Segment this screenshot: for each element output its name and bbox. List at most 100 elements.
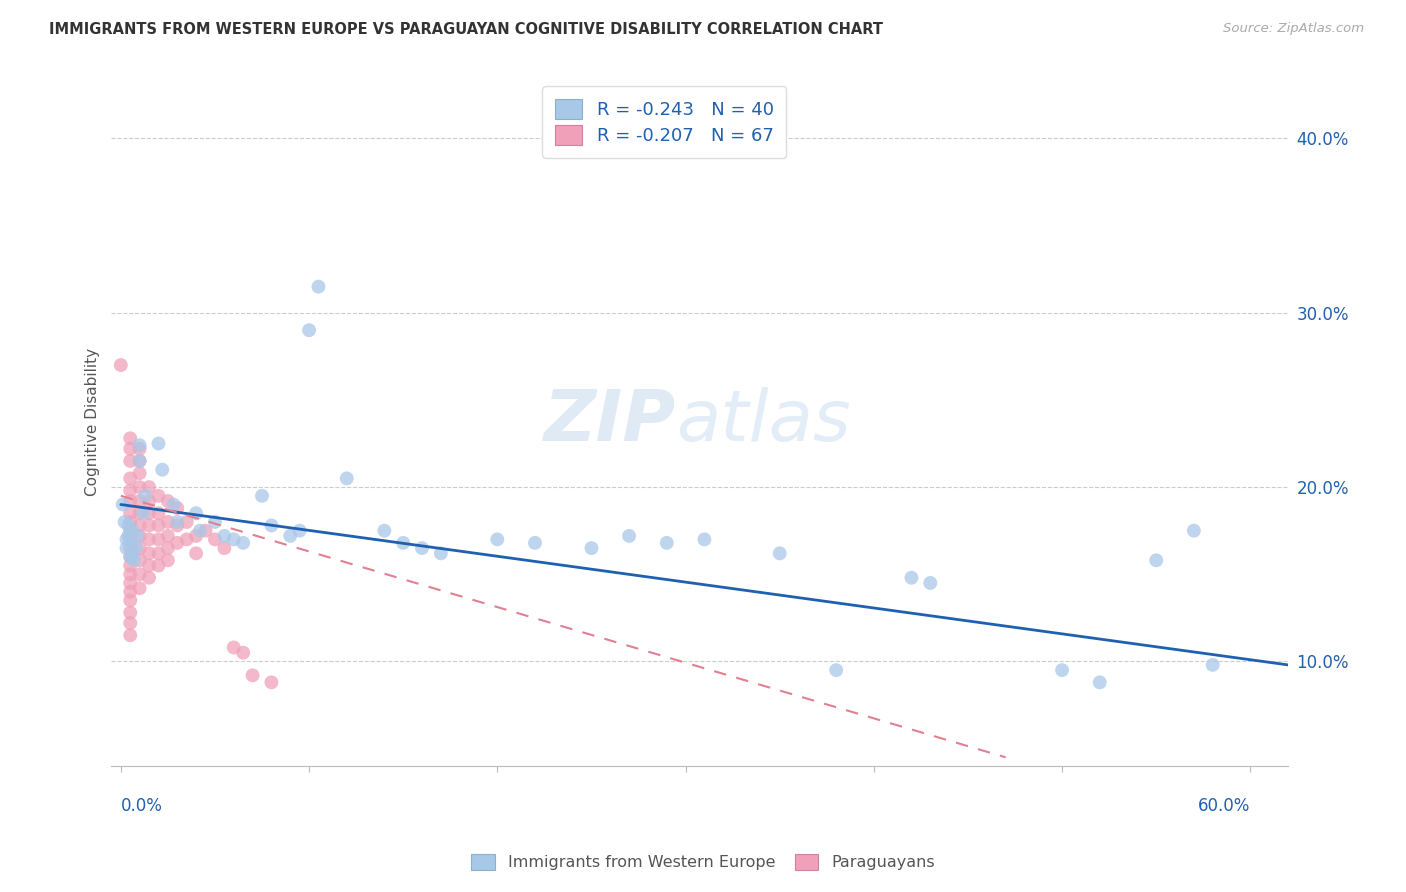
Point — [128, 541, 150, 555]
Point — [581, 541, 603, 555]
Point — [121, 524, 143, 538]
Point — [166, 501, 188, 516]
Point — [222, 533, 245, 547]
Point — [128, 454, 150, 468]
Point — [260, 675, 283, 690]
Point — [156, 541, 179, 555]
Point — [162, 498, 184, 512]
Point — [120, 515, 142, 529]
Point — [120, 506, 142, 520]
Text: ZIP: ZIP — [544, 387, 676, 456]
Point — [120, 576, 142, 591]
Point — [288, 524, 311, 538]
Text: 60.0%: 60.0% — [1198, 797, 1250, 814]
Point — [128, 567, 150, 582]
Point — [655, 536, 678, 550]
Legend: R = -0.243   N = 40, R = -0.207   N = 67: R = -0.243 N = 40, R = -0.207 N = 67 — [543, 87, 786, 158]
Point — [298, 323, 321, 337]
Point — [128, 506, 150, 520]
Point — [138, 558, 160, 573]
Point — [120, 536, 142, 550]
Point — [138, 546, 160, 560]
Point — [120, 549, 142, 564]
Point — [148, 436, 170, 450]
Point — [184, 506, 207, 520]
Point — [176, 533, 198, 547]
Point — [120, 454, 142, 468]
Point — [900, 571, 922, 585]
Y-axis label: Cognitive Disability: Cognitive Disability — [86, 348, 100, 496]
Point — [138, 506, 160, 520]
Point — [156, 515, 179, 529]
Point — [1202, 657, 1225, 672]
Point — [156, 494, 179, 508]
Point — [336, 471, 359, 485]
Point — [392, 536, 415, 550]
Point — [120, 442, 142, 456]
Point — [486, 533, 509, 547]
Point — [122, 553, 145, 567]
Point — [114, 515, 136, 529]
Point — [148, 506, 170, 520]
Point — [278, 529, 301, 543]
Point — [150, 463, 173, 477]
Point — [120, 558, 142, 573]
Point — [120, 471, 142, 485]
Text: atlas: atlas — [676, 387, 851, 456]
Point — [110, 358, 132, 372]
Point — [117, 518, 139, 533]
Point — [308, 279, 330, 293]
Point — [117, 529, 139, 543]
Point — [411, 541, 433, 555]
Point — [120, 567, 142, 582]
Point — [176, 515, 198, 529]
Point — [166, 518, 188, 533]
Point — [128, 529, 150, 543]
Point — [148, 518, 170, 533]
Legend: Immigrants from Western Europe, Paraguayans: Immigrants from Western Europe, Paraguay… — [465, 847, 941, 877]
Point — [120, 549, 142, 564]
Point — [111, 498, 134, 512]
Point — [120, 541, 142, 555]
Point — [120, 533, 142, 547]
Point — [128, 442, 150, 456]
Point — [120, 584, 142, 599]
Point — [430, 546, 453, 560]
Point — [120, 606, 142, 620]
Point — [148, 489, 170, 503]
Point — [128, 553, 150, 567]
Point — [214, 529, 236, 543]
Point — [148, 546, 170, 560]
Point — [125, 541, 148, 555]
Text: 0.0%: 0.0% — [121, 797, 163, 814]
Point — [120, 524, 142, 538]
Point — [138, 571, 160, 585]
Point — [1088, 675, 1111, 690]
Point — [128, 466, 150, 480]
Point — [1050, 663, 1073, 677]
Point — [1182, 524, 1205, 538]
Point — [120, 431, 142, 445]
Point — [214, 541, 236, 555]
Point — [128, 518, 150, 533]
Point — [373, 524, 395, 538]
Point — [693, 533, 716, 547]
Point — [128, 494, 150, 508]
Point — [120, 628, 142, 642]
Point — [920, 576, 942, 591]
Point — [120, 494, 142, 508]
Point — [232, 646, 254, 660]
Point — [184, 529, 207, 543]
Point — [115, 533, 138, 547]
Point — [128, 454, 150, 468]
Point — [825, 663, 848, 677]
Point — [184, 546, 207, 560]
Point — [127, 529, 149, 543]
Point — [128, 438, 150, 452]
Point — [204, 533, 226, 547]
Point — [120, 615, 142, 630]
Point — [132, 506, 155, 520]
Point — [617, 529, 640, 543]
Point — [138, 480, 160, 494]
Point — [523, 536, 546, 550]
